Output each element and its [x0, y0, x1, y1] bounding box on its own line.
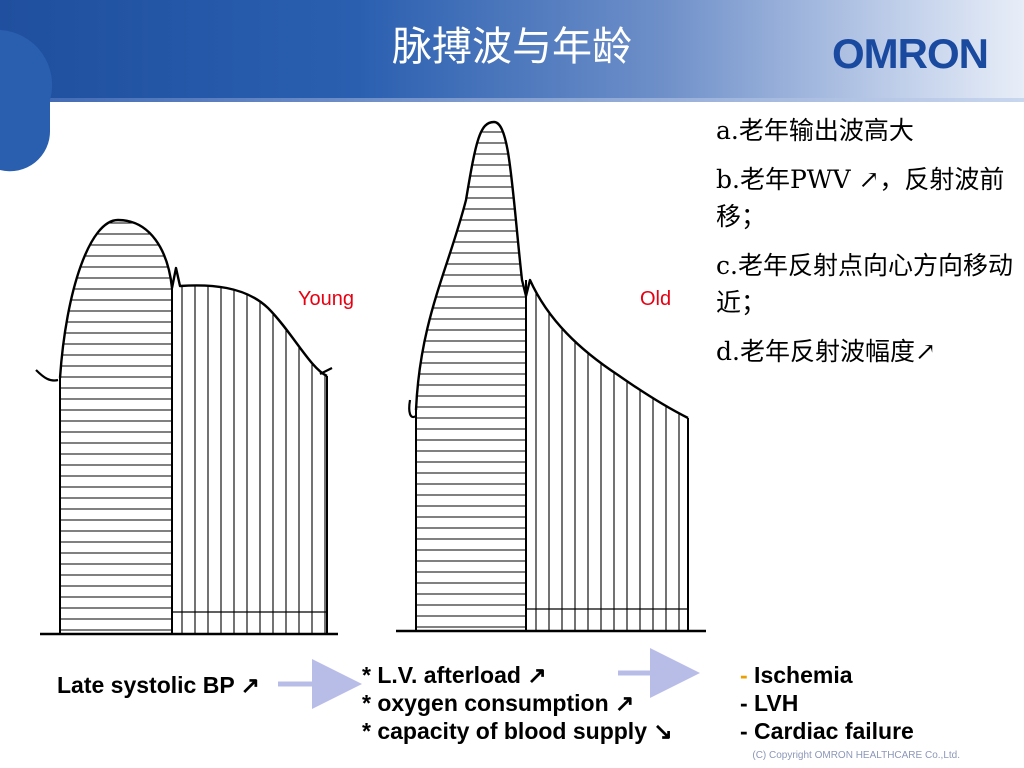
young-label: Young [298, 288, 354, 310]
outcome-ischemia: - Ischemia [740, 661, 914, 689]
outcome-text: Ischemia [747, 662, 853, 688]
wave-outline [58, 218, 328, 379]
outcomes-list: - Ischemia - LVH - Cardiac failure [740, 661, 914, 745]
slide-title: 脉搏波与年龄 [392, 24, 632, 70]
note-c: c.老年反射点向心方向移动近； [716, 251, 1013, 317]
outcome-cardiac-failure: - Cardiac failure [740, 718, 914, 744]
effects-list: * L.V. afterload ↗ * oxygen consumption … [362, 661, 673, 745]
note-a: a.老年输出波高大 [716, 116, 914, 145]
wave-tail [35, 369, 59, 382]
omron-logo: OMRON [832, 30, 989, 77]
wave-hatching [60, 220, 326, 634]
pulse-wave-diagram [35, 120, 706, 636]
effect-oxygen: * oxygen consumption ↗ [362, 690, 635, 716]
header-bar [0, 0, 1024, 98]
outcome-lvh: - LVH [740, 690, 799, 716]
late-systolic-bp: Late systolic BP ↗ [57, 672, 260, 698]
wave-tail [319, 367, 333, 375]
header-stripe [0, 98, 1024, 102]
note-b: b.老年PWV ↗，反射波前移； [716, 165, 1005, 231]
young-pulse-wave [35, 218, 338, 636]
old-label: Old [640, 288, 672, 310]
effect-afterload: * L.V. afterload ↗ [362, 662, 547, 688]
corner-decoration [0, 30, 53, 172]
note-d: d.老年反射波幅度↗ [716, 337, 936, 366]
wave-outline [414, 120, 689, 420]
copyright: (C) Copyright OMRON HEALTHCARE Co.,Ltd. [752, 750, 960, 761]
effect-blood-supply: * capacity of blood supply ↘ [362, 718, 673, 744]
notes-list: a.老年输出波高大 b.老年PWV ↗，反射波前移； c.老年反射点向心方向移动… [716, 112, 1016, 382]
outcome-dash: - [740, 662, 748, 688]
wave-tail [408, 399, 417, 419]
